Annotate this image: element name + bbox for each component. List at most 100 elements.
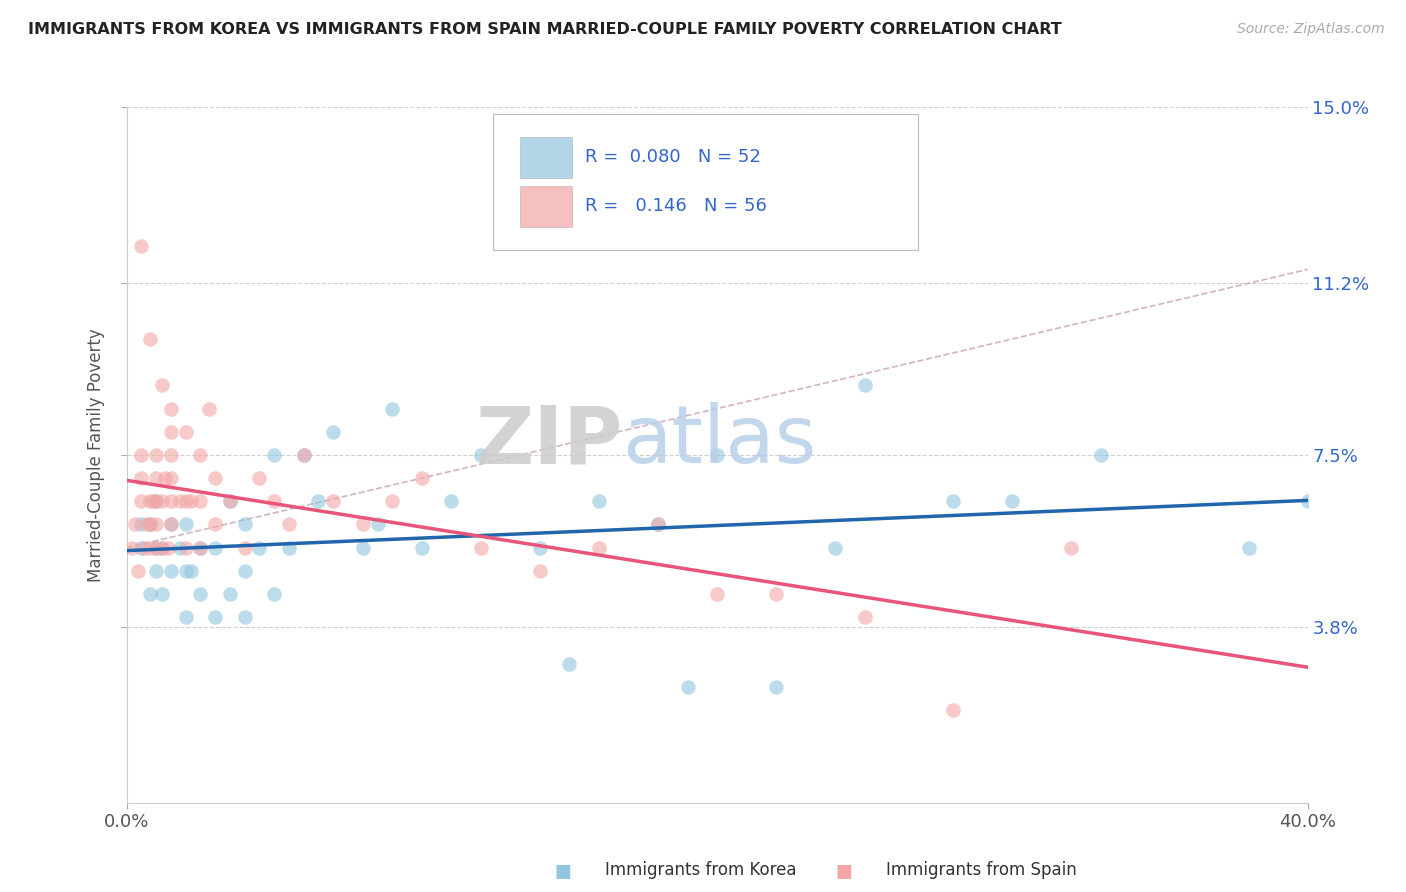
Point xyxy=(322,425,344,439)
Point xyxy=(145,517,167,532)
Point xyxy=(145,494,167,508)
Point xyxy=(352,541,374,555)
Point xyxy=(188,494,211,508)
Point xyxy=(647,517,669,532)
Point xyxy=(139,517,162,532)
Point xyxy=(219,587,242,601)
Point xyxy=(1237,541,1260,555)
Point xyxy=(159,471,183,485)
Point xyxy=(188,448,211,462)
Point xyxy=(204,471,226,485)
Text: ▪: ▪ xyxy=(553,855,572,884)
Point xyxy=(139,541,162,555)
Point xyxy=(159,494,183,508)
Point xyxy=(129,517,153,532)
Point xyxy=(307,494,329,508)
Point xyxy=(440,494,463,508)
Point xyxy=(134,541,156,555)
Point xyxy=(588,541,610,555)
Point xyxy=(470,448,492,462)
Point xyxy=(204,541,226,555)
Point xyxy=(381,494,404,508)
Point xyxy=(219,494,242,508)
Text: Source: ZipAtlas.com: Source: ZipAtlas.com xyxy=(1237,22,1385,37)
Point xyxy=(647,517,669,532)
Point xyxy=(159,448,183,462)
Y-axis label: Married-Couple Family Poverty: Married-Couple Family Poverty xyxy=(87,328,105,582)
Point xyxy=(233,541,256,555)
Point xyxy=(278,541,301,555)
Point xyxy=(292,448,315,462)
Text: Immigrants from Korea: Immigrants from Korea xyxy=(605,861,796,879)
Text: ZIP: ZIP xyxy=(475,402,623,480)
Point xyxy=(263,587,285,601)
Point xyxy=(145,564,167,578)
Point xyxy=(263,448,285,462)
Text: Immigrants from Spain: Immigrants from Spain xyxy=(886,861,1077,879)
Point xyxy=(529,564,551,578)
Point xyxy=(204,610,226,624)
Point xyxy=(159,425,183,439)
Point xyxy=(150,541,173,555)
Point xyxy=(706,448,728,462)
Point xyxy=(145,541,167,555)
Point xyxy=(124,517,146,532)
Point xyxy=(156,541,179,555)
Point xyxy=(127,564,149,578)
Point xyxy=(1060,541,1083,555)
Point xyxy=(150,494,173,508)
Point xyxy=(204,517,226,532)
Point xyxy=(139,587,162,601)
Point xyxy=(150,541,173,555)
Point xyxy=(188,541,211,555)
Point xyxy=(706,587,728,601)
Point xyxy=(145,448,167,462)
Point xyxy=(139,517,162,532)
Point xyxy=(824,541,846,555)
Point xyxy=(150,587,173,601)
Point xyxy=(150,378,173,392)
Point xyxy=(1296,494,1319,508)
Point xyxy=(180,494,202,508)
Text: ▪: ▪ xyxy=(834,855,853,884)
Text: IMMIGRANTS FROM KOREA VS IMMIGRANTS FROM SPAIN MARRIED-COUPLE FAMILY POVERTY COR: IMMIGRANTS FROM KOREA VS IMMIGRANTS FROM… xyxy=(28,22,1062,37)
Point xyxy=(136,517,159,532)
Point xyxy=(174,610,197,624)
Point xyxy=(853,378,876,392)
Point xyxy=(233,610,256,624)
Point xyxy=(174,494,197,508)
Point xyxy=(219,494,242,508)
Point xyxy=(169,541,191,555)
Point xyxy=(233,517,256,532)
Point xyxy=(174,517,197,532)
Point xyxy=(765,680,787,694)
Point xyxy=(159,517,183,532)
Point xyxy=(233,564,256,578)
Point xyxy=(247,541,270,555)
Point xyxy=(174,425,197,439)
Point xyxy=(188,587,211,601)
Point xyxy=(174,541,197,555)
Point xyxy=(169,494,191,508)
Point xyxy=(247,471,270,485)
Point xyxy=(153,471,176,485)
Point xyxy=(159,401,183,416)
FancyBboxPatch shape xyxy=(520,137,572,178)
Point xyxy=(142,494,165,508)
Point xyxy=(853,610,876,624)
Point xyxy=(1001,494,1024,508)
Point xyxy=(129,471,153,485)
Point xyxy=(411,541,433,555)
Text: atlas: atlas xyxy=(623,402,817,480)
Point xyxy=(676,680,699,694)
Point xyxy=(352,517,374,532)
Point xyxy=(411,471,433,485)
Point xyxy=(129,448,153,462)
Point xyxy=(381,401,404,416)
Point xyxy=(139,332,162,346)
Point xyxy=(188,541,211,555)
Text: R =   0.146   N = 56: R = 0.146 N = 56 xyxy=(585,197,766,215)
Point xyxy=(159,517,183,532)
Point xyxy=(129,494,153,508)
Point xyxy=(366,517,388,532)
